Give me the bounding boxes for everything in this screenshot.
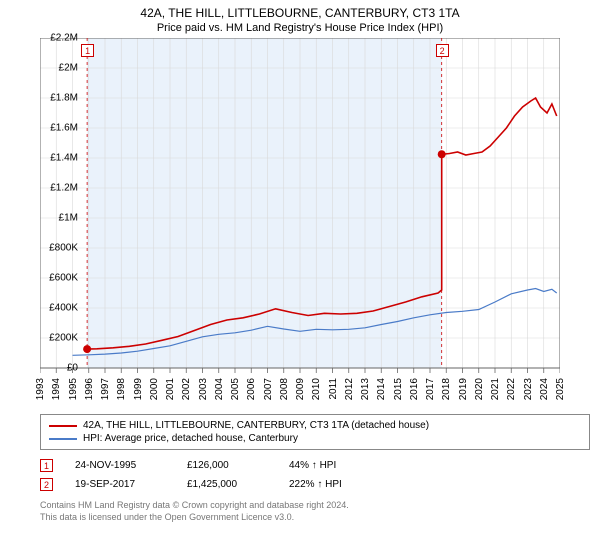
x-tick-label: 1996 xyxy=(84,378,95,400)
y-tick-label: £800K xyxy=(49,243,78,254)
chart-subtitle: Price paid vs. HM Land Registry's House … xyxy=(0,20,600,38)
legend-item: 42A, THE HILL, LITTLEBOURNE, CANTERBURY,… xyxy=(49,419,581,432)
event-pct: 44% ↑ HPI xyxy=(289,460,379,471)
sale-marker-1: 1 xyxy=(81,44,94,57)
footer: Contains HM Land Registry data © Crown c… xyxy=(40,500,590,523)
event-row: 2 19-SEP-2017 £1,425,000 222% ↑ HPI xyxy=(40,475,590,494)
events: 1 24-NOV-1995 £126,000 44% ↑ HPI 2 19-SEP-201… xyxy=(40,456,590,494)
chart-title: 42A, THE HILL, LITTLEBOURNE, CANTERBURY,… xyxy=(0,0,600,20)
x-tick-label: 2015 xyxy=(393,378,404,400)
x-tick-label: 2019 xyxy=(458,378,469,400)
y-tick-label: £1.4M xyxy=(50,153,78,164)
x-tick-label: 2009 xyxy=(295,378,306,400)
x-tick-label: 2000 xyxy=(149,378,160,400)
event-marker: 1 xyxy=(40,459,53,472)
x-tick-label: 2018 xyxy=(441,378,452,400)
event-row: 1 24-NOV-1995 £126,000 44% ↑ HPI xyxy=(40,456,590,475)
legend-swatch xyxy=(49,425,77,427)
chart-svg xyxy=(40,38,560,376)
legend: 42A, THE HILL, LITTLEBOURNE, CANTERBURY,… xyxy=(40,414,590,450)
y-tick-label: £400K xyxy=(49,303,78,314)
legend-label: 42A, THE HILL, LITTLEBOURNE, CANTERBURY,… xyxy=(83,420,429,431)
x-tick-label: 2022 xyxy=(506,378,517,400)
sale-marker-2: 2 xyxy=(436,44,449,57)
event-date: 24-NOV-1995 xyxy=(75,460,165,471)
x-tick-label: 1999 xyxy=(133,378,144,400)
event-price: £1,425,000 xyxy=(187,479,267,490)
event-pct: 222% ↑ HPI xyxy=(289,479,379,490)
y-tick-label: £1.8M xyxy=(50,93,78,104)
x-tick-label: 2001 xyxy=(165,378,176,400)
x-tick-label: 2013 xyxy=(360,378,371,400)
x-tick-label: 2007 xyxy=(263,378,274,400)
y-tick-label: £1.6M xyxy=(50,123,78,134)
x-tick-label: 2024 xyxy=(539,378,550,400)
legend-label: HPI: Average price, detached house, Cant… xyxy=(83,433,298,444)
x-tick-label: 1997 xyxy=(100,378,111,400)
event-date: 19-SEP-2017 xyxy=(75,479,165,490)
x-tick-label: 2011 xyxy=(328,378,339,400)
x-tick-label: 2003 xyxy=(198,378,209,400)
x-tick-label: 2005 xyxy=(230,378,241,400)
x-tick-label: 1995 xyxy=(68,378,79,400)
x-tick-label: 2010 xyxy=(311,378,322,400)
x-tick-label: 2004 xyxy=(214,378,225,400)
y-tick-label: £1.2M xyxy=(50,183,78,194)
footer-line-2: This data is licensed under the Open Gov… xyxy=(40,512,590,524)
x-tick-label: 2023 xyxy=(523,378,534,400)
chart-area: 1 2 £0 £200K £400K £600K £800K £1M £1.2M £1.4M £1.… xyxy=(40,38,600,408)
x-tick-label: 2020 xyxy=(474,378,485,400)
y-tick-label: £2M xyxy=(59,63,78,74)
legend-swatch xyxy=(49,438,77,440)
x-tick-label: 2012 xyxy=(344,378,355,400)
y-tick-label: £1M xyxy=(59,213,78,224)
footer-line-1: Contains HM Land Registry data © Crown c… xyxy=(40,500,590,512)
event-marker: 2 xyxy=(40,478,53,491)
x-tick-label: 2025 xyxy=(555,378,566,400)
y-tick-label: £2.2M xyxy=(50,33,78,44)
legend-item: HPI: Average price, detached house, Cant… xyxy=(49,432,581,445)
y-tick-label: £200K xyxy=(49,333,78,344)
x-tick-label: 2016 xyxy=(409,378,420,400)
x-tick-label: 2006 xyxy=(246,378,257,400)
x-tick-label: 2014 xyxy=(376,378,387,400)
x-tick-label: 1993 xyxy=(35,378,46,400)
x-tick-label: 1994 xyxy=(51,378,62,400)
x-tick-label: 2002 xyxy=(181,378,192,400)
x-tick-label: 2008 xyxy=(279,378,290,400)
x-tick-label: 1998 xyxy=(116,378,127,400)
x-tick-label: 2021 xyxy=(490,378,501,400)
y-tick-label: £0 xyxy=(67,363,78,374)
x-tick-label: 2017 xyxy=(425,378,436,400)
y-tick-label: £600K xyxy=(49,273,78,284)
event-price: £126,000 xyxy=(187,460,267,471)
